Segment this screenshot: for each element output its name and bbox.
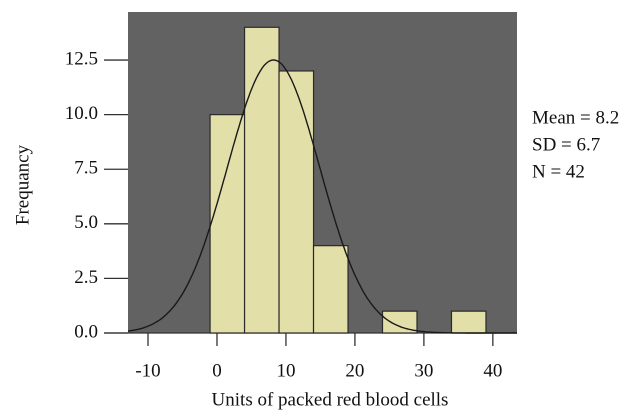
- stat-label: Mean = 8.2: [532, 107, 619, 128]
- x-tick-label: 20: [345, 360, 364, 381]
- bar: [312, 245, 349, 334]
- y-tick-label: 12.5: [65, 48, 98, 69]
- x-tick-label: 40: [483, 360, 502, 381]
- x-tick-label: -10: [135, 360, 160, 381]
- y-tick-label: 7.5: [74, 158, 98, 179]
- y-tick-label: 0.0: [74, 321, 98, 342]
- bar: [209, 114, 246, 334]
- bar: [278, 70, 315, 334]
- x-axis-label: Units of packed red blood cells: [212, 389, 449, 410]
- x-tick-label: 10: [276, 360, 295, 381]
- stat-label: N = 42: [532, 161, 585, 182]
- y-tick-label: 5.0: [74, 212, 98, 233]
- y-tick-label: 2.5: [74, 267, 98, 288]
- stat-label: SD = 6.7: [532, 134, 600, 155]
- normal-curve: [127, 59, 517, 334]
- x-tick-label: 0: [212, 360, 222, 381]
- y-tick-label: 10.0: [65, 103, 98, 124]
- y-axis-label: Frequancy: [12, 144, 33, 225]
- x-tick-label: 30: [414, 360, 433, 381]
- bar: [243, 26, 280, 334]
- bar: [450, 310, 487, 334]
- bar: [381, 310, 418, 334]
